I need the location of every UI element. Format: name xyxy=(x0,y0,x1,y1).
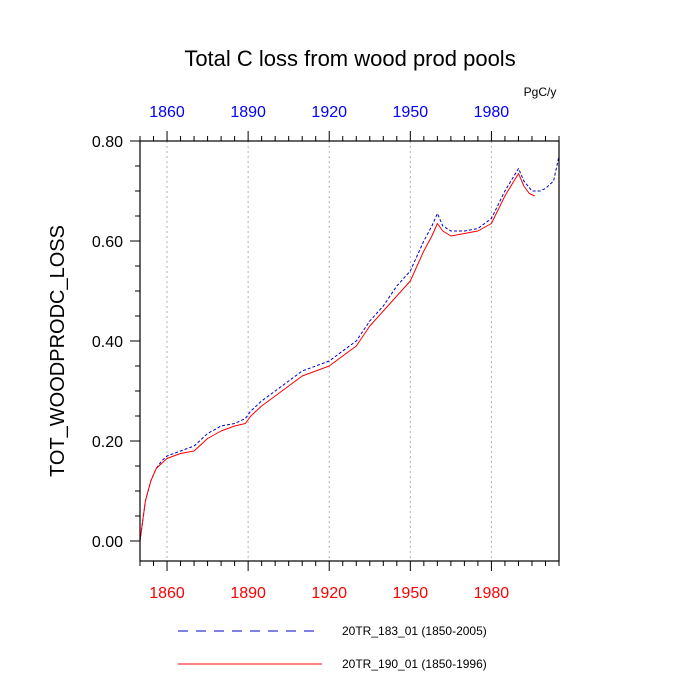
y-tick-label: 0.80 xyxy=(92,134,123,151)
y-tick-label: 0.60 xyxy=(92,234,123,251)
top-x-tick-label: 1860 xyxy=(149,104,185,121)
y-axis-label: TOT_WOODPRODC_LOSS xyxy=(47,225,69,477)
series-line-1 xyxy=(139,155,560,542)
y-tick-labels: 0.00 0.20 0.40 0.60 0.80 xyxy=(92,134,123,551)
bottom-x-tick-label: 1950 xyxy=(393,585,429,602)
grid xyxy=(166,141,492,561)
y-tick-label: 0.20 xyxy=(92,434,123,451)
units-label: PgC/y xyxy=(524,85,557,99)
axis-ticks xyxy=(130,131,560,571)
bottom-x-tick-label: 1890 xyxy=(230,585,266,602)
bottom-x-tick-label: 1860 xyxy=(149,585,185,602)
top-x-tick-label: 1950 xyxy=(393,104,429,121)
legend: 20TR_183_01 (1850-2005) 20TR_190_01 (185… xyxy=(178,624,487,671)
bottom-x-tick-label: 1980 xyxy=(474,585,510,602)
plot-frame xyxy=(139,140,560,562)
series-group xyxy=(139,155,560,542)
bottom-x-tick-label: 1920 xyxy=(311,585,347,602)
series-line-2 xyxy=(139,173,535,542)
top-x-tick-label: 1890 xyxy=(230,104,266,121)
legend-label-series-1: 20TR_183_01 (1850-2005) xyxy=(342,624,487,638)
top-x-tick-label: 1920 xyxy=(311,104,347,121)
legend-label-series-2: 20TR_190_01 (1850-1996) xyxy=(342,657,487,671)
top-x-tick-labels: 1860 1890 1920 1950 1980 xyxy=(149,104,509,121)
y-tick-label: 0.40 xyxy=(92,334,123,351)
y-tick-label: 0.00 xyxy=(92,534,123,551)
chart-title: Total C loss from wood prod pools xyxy=(184,46,515,71)
bottom-x-tick-labels: 1860 1890 1920 1950 1980 xyxy=(149,585,509,602)
top-x-tick-label: 1980 xyxy=(474,104,510,121)
